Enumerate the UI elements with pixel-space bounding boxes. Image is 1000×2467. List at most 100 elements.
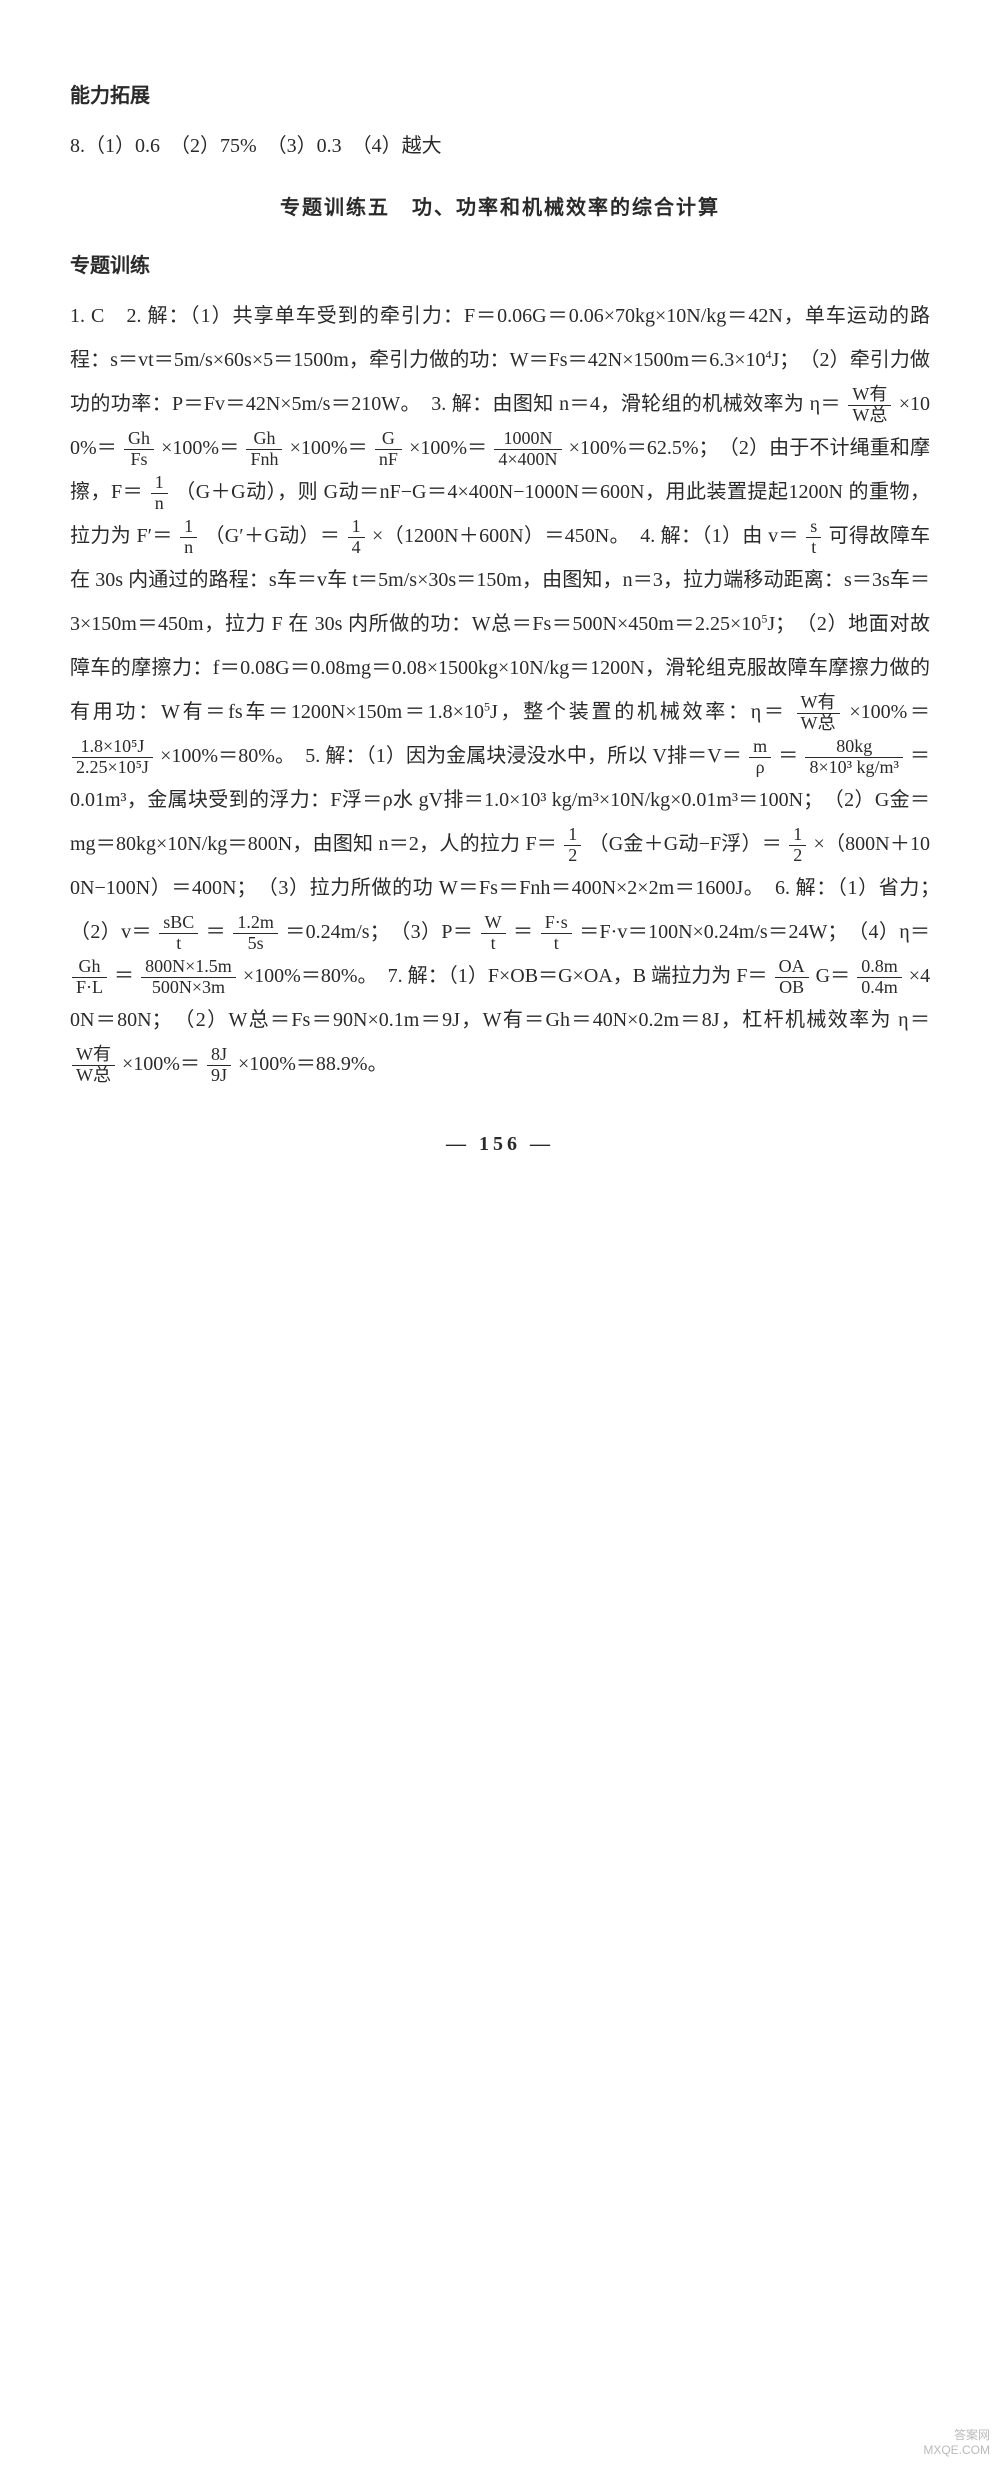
page-number: — 156 — bbox=[70, 1122, 930, 1166]
fraction-den: 9J bbox=[207, 1066, 231, 1086]
fraction-num: W有 bbox=[797, 693, 840, 714]
text-segment: J，整个装置的机械效率：η＝ bbox=[490, 701, 787, 723]
fraction-num: Gh bbox=[246, 429, 282, 450]
fraction-den: n bbox=[151, 494, 168, 514]
fraction-den: 4 bbox=[348, 538, 365, 558]
fraction-den: W总 bbox=[72, 1066, 115, 1086]
text-segment: ×100%＝ bbox=[122, 1053, 200, 1075]
fraction-den: Fnh bbox=[246, 450, 282, 470]
fraction-den: W总 bbox=[797, 714, 840, 734]
fraction-num: Gh bbox=[72, 957, 107, 978]
fraction-num: 1.2m bbox=[233, 913, 278, 934]
q8-line: 8.（1）0.6 （2）75% （3）0.3 （4）越大 bbox=[70, 124, 930, 168]
fraction: GhFnh bbox=[246, 429, 282, 470]
text-segment: ＝F·v＝100N×0.24m/s＝24W； （4）η＝ bbox=[579, 921, 930, 943]
fraction-num: 1 bbox=[564, 825, 581, 846]
watermark-line2: MXQE.COM bbox=[923, 2443, 990, 2459]
text-segment: ×100%＝80%。 7. 解：（1）F×OB＝G×OA，B 端拉力为 F＝ bbox=[243, 965, 768, 987]
fraction-num: F·s bbox=[541, 913, 572, 934]
watermark: 答案网 MXQE.COM bbox=[923, 2428, 990, 2459]
fraction-den: 2 bbox=[789, 846, 806, 866]
fraction: OAOB bbox=[775, 957, 809, 998]
fraction-den: 5s bbox=[233, 934, 278, 954]
fraction-num: s bbox=[806, 517, 821, 538]
fraction-num: Gh bbox=[124, 429, 154, 450]
fraction-num: W bbox=[481, 913, 506, 934]
fraction: GhFs bbox=[124, 429, 154, 470]
fraction-num: 1 bbox=[348, 517, 365, 538]
fraction-den: t bbox=[481, 934, 506, 954]
fraction-num: sBC bbox=[159, 913, 198, 934]
fraction-den: n bbox=[180, 538, 197, 558]
text-segment: ×100%＝80%。 5. 解：（1）因为金属块浸没水中，所以 V排＝V＝ bbox=[160, 745, 742, 767]
fraction-den: t bbox=[806, 538, 821, 558]
fraction-num: W有 bbox=[848, 385, 891, 406]
fraction: st bbox=[806, 517, 821, 558]
fraction-num: 1000N bbox=[494, 429, 561, 450]
fraction: 0.8m0.4m bbox=[857, 957, 902, 998]
fraction-num: 1 bbox=[180, 517, 197, 538]
fraction-den: 2 bbox=[564, 846, 581, 866]
fraction-den: 2.25×10⁵J bbox=[72, 758, 153, 778]
fraction-den: t bbox=[541, 934, 572, 954]
fraction-den: F·L bbox=[72, 978, 107, 998]
fraction: 14 bbox=[348, 517, 365, 558]
fraction: 1.2m5s bbox=[233, 913, 278, 954]
text-segment: ×（1200N＋600N）＝450N。 4. 解：（1）由 v＝ bbox=[372, 525, 799, 547]
fraction-num: G bbox=[375, 429, 402, 450]
fraction: GhF·L bbox=[72, 957, 107, 998]
fraction: 1000N4×400N bbox=[494, 429, 561, 470]
fraction-num: OA bbox=[775, 957, 809, 978]
fraction-den: ρ bbox=[749, 758, 771, 778]
text-segment: ＝ bbox=[114, 965, 134, 987]
solutions-body: 1. C 2. 解：（1）共享单车受到的牵引力：F＝0.06G＝0.06×70k… bbox=[70, 294, 930, 1086]
fraction-den: 500N×3m bbox=[141, 978, 236, 998]
text-segment: ＝ bbox=[513, 921, 533, 943]
fraction-num: W有 bbox=[72, 1045, 115, 1066]
ability-heading: 能力拓展 bbox=[70, 74, 930, 118]
fraction: 800N×1.5m500N×3m bbox=[141, 957, 236, 998]
text-segment: （G金＋G动−F浮）＝ bbox=[588, 833, 782, 855]
fraction-num: 8J bbox=[207, 1045, 231, 1066]
fraction: W有W总 bbox=[848, 385, 891, 426]
center-title: 专题训练五 功、功率和机械效率的综合计算 bbox=[70, 186, 930, 230]
fraction: W有W总 bbox=[797, 693, 840, 734]
fraction: mρ bbox=[749, 737, 771, 778]
text-segment: ＝ bbox=[778, 745, 798, 767]
fraction: 1.8×10⁵J2.25×10⁵J bbox=[72, 737, 153, 778]
fraction-num: 80kg bbox=[805, 737, 902, 758]
fraction-den: Fs bbox=[124, 450, 154, 470]
text-segment: ×100%＝88.9%。 bbox=[238, 1053, 388, 1075]
fraction-den: nF bbox=[375, 450, 402, 470]
fraction: 12 bbox=[789, 825, 806, 866]
fraction-den: OB bbox=[775, 978, 809, 998]
fraction: GnF bbox=[375, 429, 402, 470]
text-segment: ＝0.24m/s； （3）P＝ bbox=[285, 921, 473, 943]
text-segment: G＝ bbox=[816, 965, 851, 987]
text-segment: ×100%＝ bbox=[161, 437, 239, 459]
fraction-den: 4×400N bbox=[494, 450, 561, 470]
text-segment: ×100%＝ bbox=[849, 701, 930, 723]
text-segment: （G′＋G动）＝ bbox=[204, 525, 340, 547]
fraction-num: 800N×1.5m bbox=[141, 957, 236, 978]
fraction-num: 1 bbox=[789, 825, 806, 846]
fraction: sBCt bbox=[159, 913, 198, 954]
fraction-den: t bbox=[159, 934, 198, 954]
fraction-num: m bbox=[749, 737, 771, 758]
fraction-den: 0.4m bbox=[857, 978, 902, 998]
fraction: 8J9J bbox=[207, 1045, 231, 1086]
fraction-num: 1.8×10⁵J bbox=[72, 737, 153, 758]
fraction: W有W总 bbox=[72, 1045, 115, 1086]
fraction: 80kg8×10³ kg/m³ bbox=[805, 737, 902, 778]
fraction: 1n bbox=[151, 473, 168, 514]
training-heading: 专题训练 bbox=[70, 244, 930, 288]
text-segment: ×100%＝ bbox=[409, 437, 487, 459]
watermark-line1: 答案网 bbox=[923, 2428, 990, 2444]
fraction-num: 0.8m bbox=[857, 957, 902, 978]
fraction-den: W总 bbox=[848, 406, 891, 426]
text-segment: ×100%＝ bbox=[290, 437, 368, 459]
fraction: F·st bbox=[541, 913, 572, 954]
fraction-den: 8×10³ kg/m³ bbox=[805, 758, 902, 778]
fraction: 1n bbox=[180, 517, 197, 558]
fraction-num: 1 bbox=[151, 473, 168, 494]
